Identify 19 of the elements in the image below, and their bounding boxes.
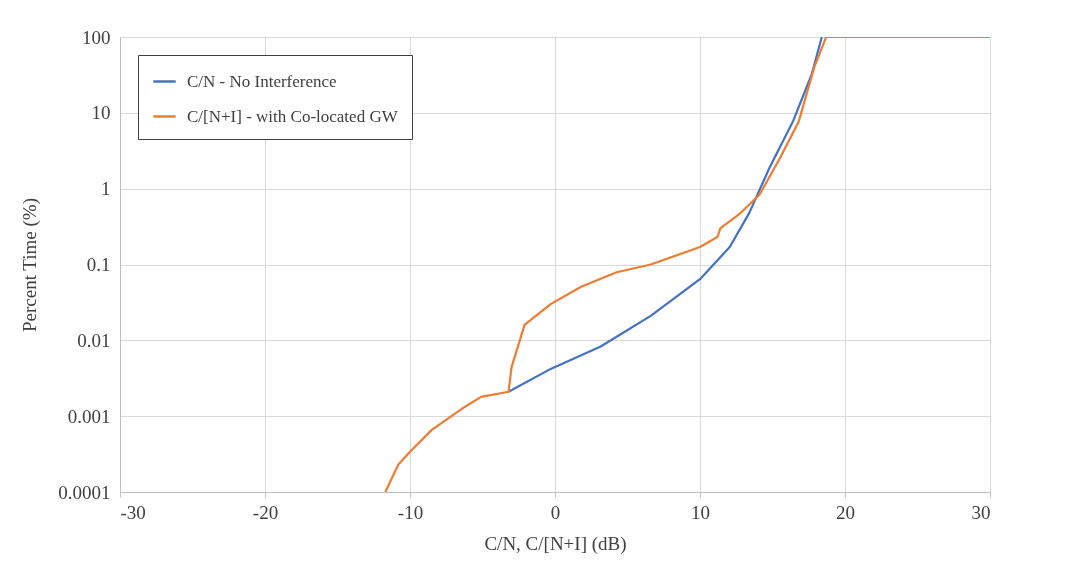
x-tick-label: -20 [252,501,279,523]
y-tick-label: 1 [101,178,111,200]
x-tick-label: -30 [120,501,146,523]
legend-label: C/[N+I] - with Co-located GW [187,106,399,126]
x-tick-label: 10 [691,501,710,523]
y-tick-label: 10 [91,102,111,124]
x-tick-label: 0 [550,501,561,523]
y-tick-label: 100 [82,26,111,48]
x-tick-label: 30 [971,501,991,523]
y-tick-label: 0.001 [67,405,111,427]
line-series [507,37,823,393]
x-axis-title: C/N, C/[N+I] (dB) [484,532,627,555]
y-tick-label: 0.1 [86,254,111,275]
legend-label: C/N - No Interference [187,71,337,91]
x-tick-label: -10 [397,501,424,523]
x-tick-label: 20 [836,501,855,523]
y-axis-title: Percent Time (%) [19,197,42,333]
y-tick-label: 0.0001 [58,481,111,503]
y-tick-label: 0.01 [77,329,111,351]
